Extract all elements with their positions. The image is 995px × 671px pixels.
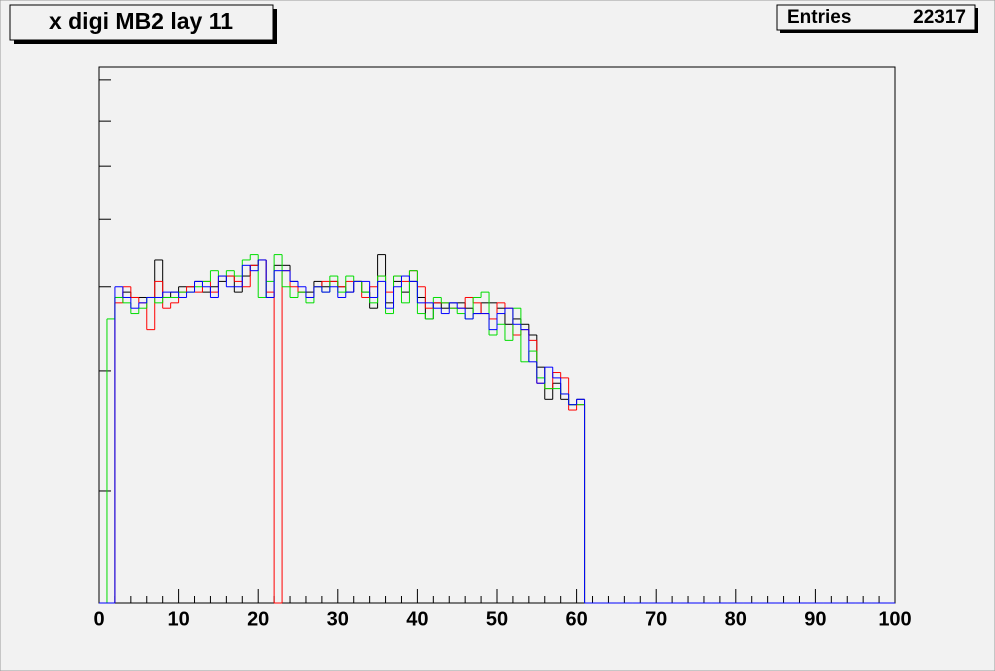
x-tick-label: 50 [486,608,508,630]
x-tick-label: 0 [93,608,104,630]
stats-box [776,4,976,31]
x-tick-label: 20 [247,608,269,630]
chart-title: x digi MB2 lay 11 [49,8,233,34]
stats-value: 22317 [913,7,966,28]
x-tick-label: 70 [645,608,667,630]
x-tick-label: 30 [327,608,349,630]
x-tick-label: 100 [878,608,911,630]
x-tick-label: 80 [725,608,747,630]
x-tick-label: 40 [406,608,428,630]
x-tick-label: 90 [804,608,826,630]
x-tick-label: 60 [565,608,587,630]
x-tick-label: 10 [167,608,189,630]
stats-label: Entries [787,7,851,28]
title-box [9,4,274,41]
